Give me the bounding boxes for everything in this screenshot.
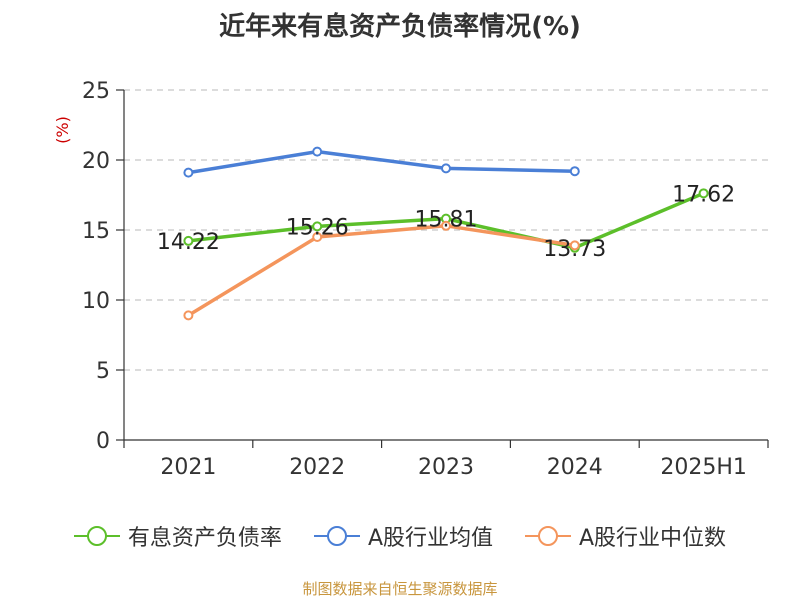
x-tick-label: 2023 (418, 455, 474, 480)
legend-item[interactable]: A股行业均值 (313, 520, 493, 552)
y-tick-label: 5 (96, 359, 110, 384)
y-tick-label: 15 (82, 219, 110, 244)
legend-marker-icon (525, 526, 571, 546)
legend-label: 有息资产负债率 (127, 526, 282, 551)
data-point (312, 221, 323, 232)
legend-label: A股行业中位数 (579, 526, 727, 551)
data-point (312, 232, 323, 242)
legend-marker-icon (313, 526, 360, 546)
legend-label: A股行业均值 (367, 526, 493, 551)
y-tick-label: 25 (82, 79, 110, 104)
x-tick-label: 2025H1 (660, 455, 747, 480)
data-label: 15.26 (286, 215, 349, 240)
data-label: 17.62 (672, 182, 735, 207)
series-line (187, 224, 576, 317)
y-tick-label: 0 (96, 429, 110, 454)
data-point (441, 220, 451, 231)
source-note: 制图数据来自恒生聚源数据库 (302, 580, 498, 598)
data-point (569, 240, 580, 251)
y-tick-label: 10 (82, 289, 110, 314)
data-point (698, 188, 709, 199)
series-group (183, 146, 709, 321)
data-point (183, 310, 194, 321)
legend-item[interactable]: A股行业中位数 (525, 520, 726, 552)
y-tick-label: 20 (82, 149, 110, 174)
legend: 有息资产负债率 A股行业均值 A股行业中位数 (0, 518, 800, 554)
chart-title: 近年来有息资产负债率情况(%) (219, 12, 581, 42)
data-point (183, 167, 194, 178)
y-axis-label: (%) (53, 116, 72, 144)
data-point (441, 163, 451, 174)
data-point (183, 235, 194, 246)
data-point (312, 146, 323, 157)
axes: 0 5 10 15 20 25 2021 2022 2023 2024 2025H1 (%) (53, 79, 769, 480)
legend-marker-icon (73, 526, 120, 546)
data-labels: 14.22 15.26 15.81 13.73 17.62 (157, 182, 735, 261)
data-point (569, 166, 580, 177)
data-label: 15.81 (415, 208, 478, 233)
series-line (188, 149, 575, 175)
x-tick-label: 2021 (160, 455, 216, 480)
x-tick-label: 2024 (547, 455, 603, 480)
data-label: 14.22 (157, 230, 220, 255)
x-tick-label: 2022 (289, 455, 345, 480)
data-label: 13.73 (543, 237, 606, 262)
legend-item[interactable]: 有息资产负债率 (73, 520, 282, 552)
